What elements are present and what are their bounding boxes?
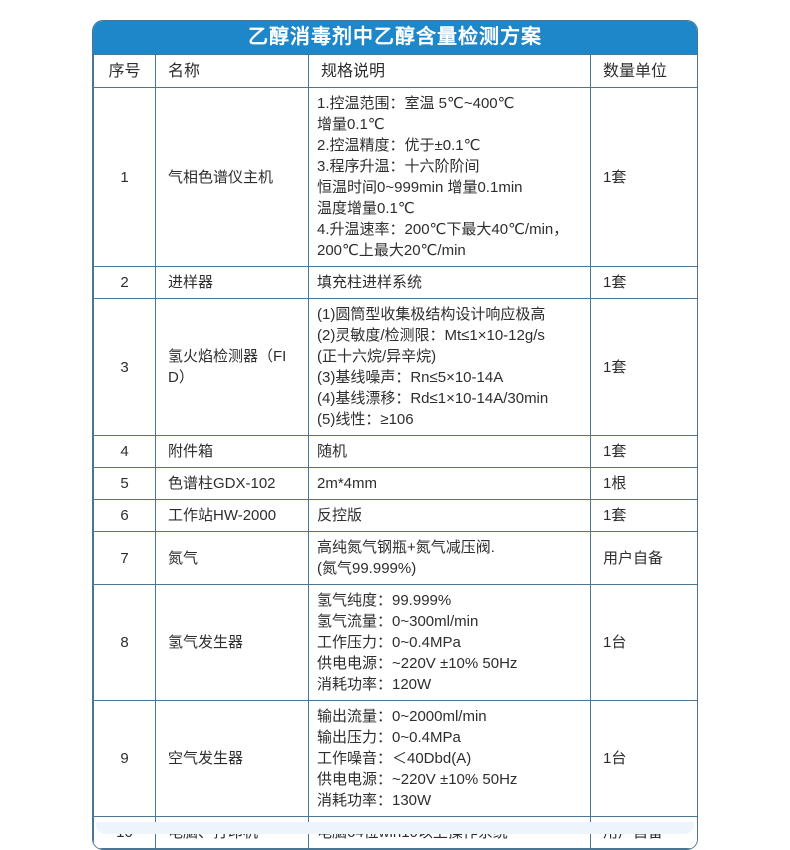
- spec-cell: 2m*4mm: [308, 467, 591, 500]
- row-number-cell: 8: [93, 584, 156, 701]
- spec-cell: 填充柱进样系统: [308, 266, 591, 299]
- quantity-cell: 用户自备: [590, 531, 697, 585]
- quantity-cell: 1台: [590, 700, 697, 817]
- table-header-row: 序号 名称 规格说明 数量单位: [93, 54, 697, 88]
- quantity-cell: 1套: [590, 266, 697, 299]
- spec-cell: 反控版: [308, 499, 591, 532]
- quantity-cell: 1套: [590, 298, 697, 436]
- table-row: 6 工作站HW-2000 反控版 1套: [93, 499, 697, 532]
- item-name-cell: 氮气: [155, 531, 309, 585]
- row-number-cell: 4: [93, 435, 156, 468]
- row-number-cell: 7: [93, 531, 156, 585]
- item-name-cell: 氢气发生器: [155, 584, 309, 701]
- col-header-name: 名称: [155, 54, 309, 88]
- spec-cell: 氢气纯度：99.999% 氢气流量：0~300ml/min 工作压力：0~0.4…: [308, 584, 591, 701]
- page-title: 乙醇消毒剂中乙醇含量检测方案: [93, 21, 697, 54]
- quantity-cell: 1根: [590, 467, 697, 500]
- spec-cell: 输出流量：0~2000ml/min 输出压力：0~0.4MPa 工作噪音：＜40…: [308, 700, 591, 817]
- item-name-cell: 进样器: [155, 266, 309, 299]
- spec-cell: 高纯氮气钢瓶+氮气减压阀. (氮气99.999%): [308, 531, 591, 585]
- col-header-qty: 数量单位: [590, 54, 697, 88]
- spec-cell: 1.控温范围：室温 5℃~400℃ 增量0.1℃ 2.控温精度：优于±0.1℃ …: [308, 87, 591, 267]
- spec-cell: 随机: [308, 435, 591, 468]
- table-row: 2 进样器 填充柱进样系统 1套: [93, 266, 697, 299]
- row-number-cell: 1: [93, 87, 156, 267]
- item-name-cell: 附件箱: [155, 435, 309, 468]
- item-name-cell: 气相色谱仪主机: [155, 87, 309, 267]
- table-row: 3 氢火焰检测器（FID） (1)圆筒型收集极结构设计响应极高 (2)灵敏度/检测限…: [93, 298, 697, 436]
- item-name-cell: 氢火焰检测器（FID）: [155, 298, 309, 436]
- table-row: 7 氮气 高纯氮气钢瓶+氮气减压阀. (氮气99.999%) 用户自备: [93, 531, 697, 585]
- table-row: 5 色谱柱GDX-102 2m*4mm 1根: [93, 467, 697, 500]
- row-number-cell: 2: [93, 266, 156, 299]
- row-number-cell: 5: [93, 467, 156, 500]
- item-name-cell: 空气发生器: [155, 700, 309, 817]
- quantity-cell: 1套: [590, 499, 697, 532]
- row-number-cell: 3: [93, 298, 156, 436]
- quantity-cell: 1套: [590, 435, 697, 468]
- item-name-cell: 色谱柱GDX-102: [155, 467, 309, 500]
- col-header-spec: 规格说明: [308, 54, 591, 88]
- table-row: 8 氢气发生器 氢气纯度：99.999% 氢气流量：0~300ml/min 工作压力…: [93, 584, 697, 701]
- spec-table: 序号 名称 规格说明 数量单位 1 气相色谱仪主机 1.控温范围：室温 5℃~400℃ 增…: [93, 54, 697, 849]
- table-row: 9 空气发生器 输出流量：0~2000ml/min 输出压力：0~0.4MPa 工作…: [93, 700, 697, 817]
- spec-sheet-card: 乙醇消毒剂中乙醇含量检测方案 序号 名称 规格说明 数量单位 1 气相色谱仪主机 1.控温…: [92, 20, 698, 850]
- table-row: 4 附件箱 随机 1套: [93, 435, 697, 468]
- card-shadow-strip: [96, 822, 694, 834]
- row-number-cell: 9: [93, 700, 156, 817]
- spec-cell: (1)圆筒型收集极结构设计响应极高 (2)灵敏度/检测限：Mt≤1×10-12g…: [308, 298, 591, 436]
- item-name-cell: 工作站HW-2000: [155, 499, 309, 532]
- quantity-cell: 1台: [590, 584, 697, 701]
- row-number-cell: 6: [93, 499, 156, 532]
- table-row: 1 气相色谱仪主机 1.控温范围：室温 5℃~400℃ 增量0.1℃ 2.控温精度：…: [93, 87, 697, 267]
- col-header-no: 序号: [93, 54, 156, 88]
- spec-table-body: 1 气相色谱仪主机 1.控温范围：室温 5℃~400℃ 增量0.1℃ 2.控温精度：…: [93, 87, 697, 849]
- quantity-cell: 1套: [590, 87, 697, 267]
